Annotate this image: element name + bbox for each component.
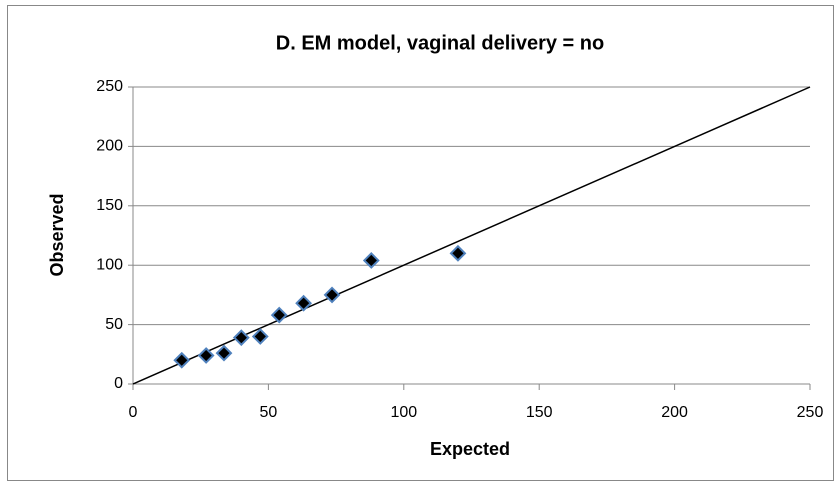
x-tick-label: 100 (390, 404, 417, 421)
marker (215, 344, 233, 362)
x-tick-label: 50 (260, 404, 278, 421)
x-tick-label: 150 (526, 404, 553, 421)
x-tick-label: 250 (797, 404, 824, 421)
y-tick-label: 200 (96, 138, 123, 155)
y-tick-label: 0 (114, 375, 123, 392)
x-tick-label: 0 (129, 404, 138, 421)
marker (270, 306, 288, 324)
marker (449, 244, 467, 262)
y-tick-label: 250 (96, 78, 123, 95)
marker (323, 286, 341, 304)
y-tick-label: 150 (96, 197, 123, 214)
marker (197, 347, 215, 364)
marker (173, 351, 191, 369)
marker (232, 329, 250, 347)
y-tick-label: 100 (96, 256, 123, 273)
marker (251, 328, 269, 345)
y-axis-label: Observed (47, 193, 67, 276)
chart-title: D. EM model, vaginal delivery = no (276, 32, 604, 54)
chart-border (7, 5, 834, 481)
marker (295, 294, 313, 312)
x-axis-label: Expected (430, 439, 510, 459)
x-tick-label: 200 (661, 404, 688, 421)
y-tick-label: 50 (105, 316, 123, 333)
marker (362, 252, 380, 269)
